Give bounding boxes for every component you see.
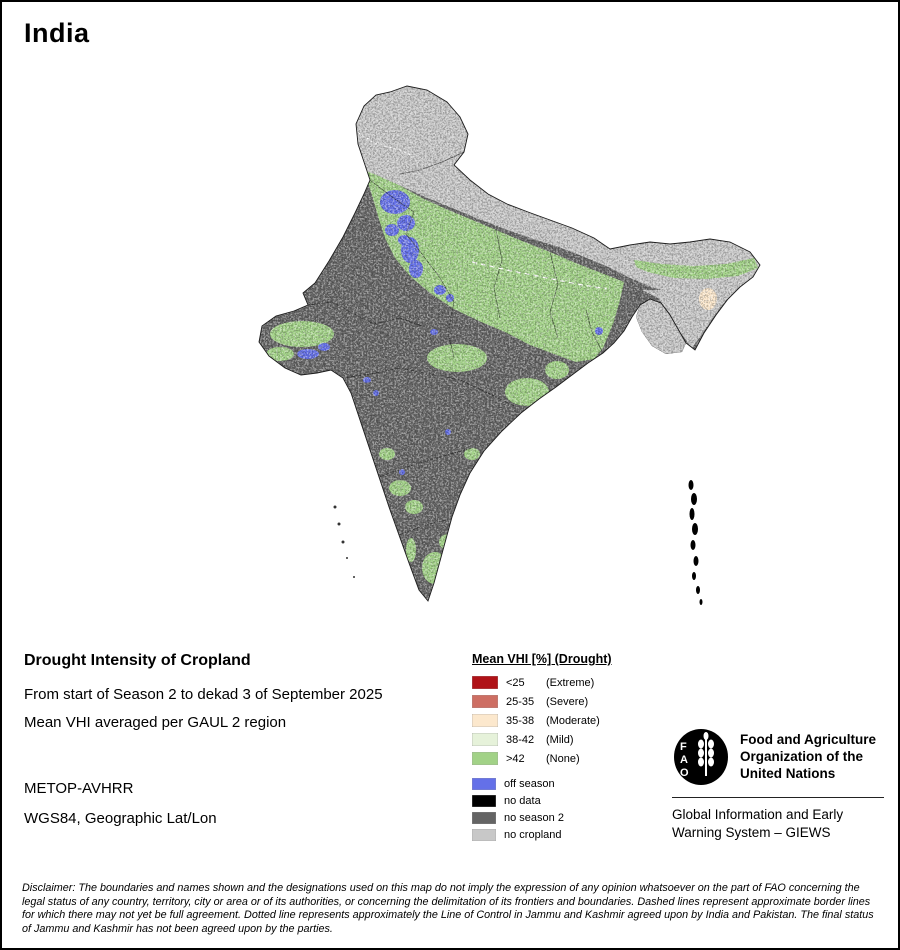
legend-qualifier: (Extreme) — [546, 676, 595, 689]
legend-row: no cropland — [471, 826, 672, 843]
india-outline — [258, 85, 761, 602]
fao-giews-block: F A O Food and Agriculture Organization … — [672, 728, 884, 842]
legend-range: 38-42 — [506, 733, 535, 746]
legend-swatch — [471, 751, 499, 766]
legend-row: off season — [471, 775, 672, 792]
fao-name-line: Organization of the — [740, 749, 863, 764]
legend-label: off season — [504, 777, 555, 790]
legend-qualifier: (Severe) — [546, 695, 589, 708]
legend-swatch — [471, 694, 499, 709]
legend-title: Mean VHI [%] (Drought) — [472, 652, 612, 666]
legend: Mean VHI [%] (Drought) <25 (Extreme) 25-… — [471, 652, 672, 843]
map-aggregation: Mean VHI averaged per GAUL 2 region — [24, 714, 287, 731]
legend-row: <25 (Extreme) — [471, 673, 672, 692]
legend-label: no data — [504, 794, 541, 807]
legend-row: 25-35 (Severe) — [471, 692, 672, 711]
lakshadweep-islands — [333, 505, 355, 578]
legend-swatch — [471, 675, 499, 690]
giews-line: Warning System – GIEWS — [672, 825, 831, 840]
legend-range: >42 — [506, 752, 525, 765]
legend-row: no season 2 — [471, 809, 672, 826]
legend-label: no season 2 — [504, 811, 564, 824]
legend-range: 35-38 — [506, 714, 535, 727]
legend-qualifier: (None) — [546, 752, 580, 765]
svg-text:A: A — [680, 754, 688, 766]
map-projection: WGS84, Geographic Lat/Lon — [24, 810, 217, 827]
legend-row: 35-38 (Moderate) — [471, 711, 672, 730]
andaman-nicobar-islands — [688, 480, 703, 605]
page-title: India — [24, 18, 90, 48]
legend-row: 38-42 (Mild) — [471, 730, 672, 749]
legend-qualifier: (Moderate) — [546, 714, 600, 727]
map-subtitle: Drought Intensity of Cropland — [24, 652, 251, 669]
svg-text:O: O — [680, 767, 689, 779]
legend-range: 25-35 — [506, 695, 535, 708]
legend-label: no cropland — [504, 828, 562, 841]
map-period: From start of Season 2 to dekad 3 of Sep… — [24, 686, 383, 703]
legend-swatch — [471, 811, 497, 824]
legend-swatch — [471, 732, 499, 747]
map-sensor: METOP-AVHRR — [24, 780, 134, 797]
fao-divider — [672, 797, 884, 798]
legend-swatch — [471, 794, 497, 807]
legend-row: no data — [471, 792, 672, 809]
fao-name-line: United Nations — [740, 766, 836, 781]
legend-gap — [472, 768, 672, 775]
speckle-texture-dark — [259, 86, 760, 601]
disclaimer-text: Disclaimer: The boundaries and names sho… — [22, 882, 874, 935]
legend-range: <25 — [506, 676, 525, 689]
giews-name: Global Information and Early Warning Sys… — [672, 806, 884, 842]
legend-swatch — [471, 713, 499, 728]
fao-logo-icon: F A O — [674, 729, 728, 785]
legend-swatch — [471, 777, 497, 790]
legend-qualifier: (Mild) — [546, 733, 574, 746]
fao-name-line: Food and Agriculture — [740, 732, 876, 747]
fao-name: Food and Agriculture Organization of the… — [740, 728, 876, 782]
svg-text:F: F — [680, 741, 687, 753]
legend-row: >42 (None) — [471, 749, 672, 768]
giews-line: Global Information and Early — [672, 807, 844, 822]
legend-swatch — [471, 828, 497, 841]
